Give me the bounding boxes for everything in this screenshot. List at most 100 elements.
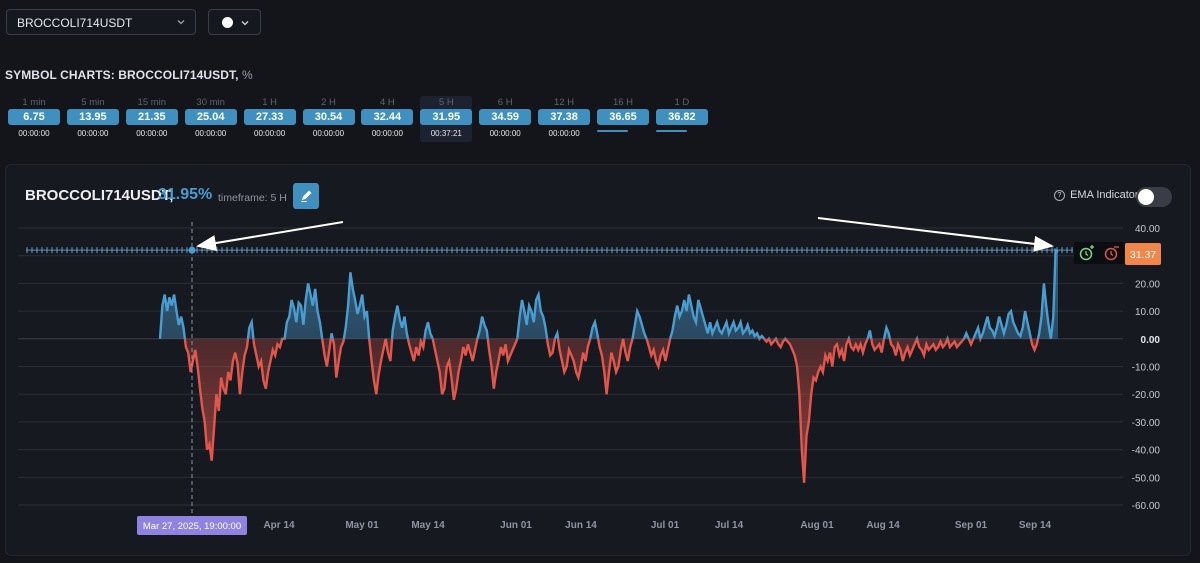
remove-alert-clock-icon[interactable] xyxy=(1104,246,1120,261)
y-tick-label: 10.00 xyxy=(1135,307,1160,318)
timeframe-countdown: 00:37:21 xyxy=(430,129,462,138)
timeframe-label: 4 H xyxy=(379,97,395,108)
x-tick-label: Aug 14 xyxy=(866,520,900,531)
timeframe-countdown: 00:00:00 xyxy=(371,129,403,138)
x-tick-label: Sep 14 xyxy=(1019,520,1052,531)
x-tick-label: Apr 14 xyxy=(263,520,295,531)
x-tick-label: Jul 14 xyxy=(715,520,744,531)
timeframe-label: 1 H xyxy=(262,97,277,108)
timeframe-value: 31.95 xyxy=(420,109,473,125)
timeframe-value: 30.54 xyxy=(302,109,355,125)
timeframe-value: 36.82 xyxy=(655,109,708,125)
symbol-select[interactable]: BROCCOLI714USDT xyxy=(6,9,196,35)
timeframe-card[interactable]: 30 min 25.04 00:00:00 xyxy=(184,96,237,139)
timeframe-card[interactable]: 6 H 34.59 00:00:00 xyxy=(479,96,532,139)
timeframe-card[interactable]: 1 min 6.75 00:00:00 xyxy=(8,96,60,139)
y-tick-label: 0.00 xyxy=(1141,335,1161,346)
timeframe-label: 1 D xyxy=(674,97,690,108)
timeframe-progress xyxy=(597,130,629,132)
timeframe-card[interactable]: 15 min 21.35 00:00:00 xyxy=(125,96,178,139)
timeframe-label: 6 H xyxy=(497,97,513,108)
section-title: SYMBOL CHARTS: BROCCOLI714USDT, % xyxy=(5,68,253,82)
timeframe-label: 5 min xyxy=(81,97,105,108)
y-tick-label: -10.00 xyxy=(1132,363,1161,374)
alert-icons-background xyxy=(1074,242,1124,264)
help-icon: ? xyxy=(1054,189,1065,201)
color-select[interactable] xyxy=(208,9,261,35)
timeframe-value: 36.65 xyxy=(597,109,649,125)
timeframe-card[interactable]: 2 H 30.54 00:00:00 xyxy=(302,96,355,139)
pencil-icon xyxy=(301,190,312,202)
annotation-arrow xyxy=(196,221,344,251)
chevron-down-icon xyxy=(177,20,185,25)
timeframe-countdown: 00:00:00 xyxy=(77,129,109,138)
y-tick-label: 40.00 xyxy=(1135,224,1160,235)
x-tick-label: Jun 01 xyxy=(500,520,532,531)
ema-toggle[interactable] xyxy=(1136,187,1172,207)
current-value-badge xyxy=(1125,243,1161,265)
timeframe-value: 25.04 xyxy=(184,109,237,125)
timeframe-countdown: 00:00:00 xyxy=(254,129,286,138)
timeframe-label: 1 min xyxy=(22,97,46,108)
timeframe-progress xyxy=(655,130,688,132)
section-title-text: SYMBOL CHARTS: BROCCOLI714USDT, xyxy=(5,68,239,82)
timeframe-label: 12 H xyxy=(554,97,575,108)
crosshair-date-badge xyxy=(137,516,247,535)
timeframe-card[interactable]: 5 min 13.95 00:00:00 xyxy=(66,96,119,139)
negative-series-line xyxy=(159,338,1053,483)
timeframe-countdown: 00:00:00 xyxy=(195,129,227,138)
timeframe-label: 15 min xyxy=(137,97,167,108)
crosshair-date-label: Mar 27, 2025, 19:00:00 xyxy=(143,521,241,532)
symbol-select-value: BROCCOLI714USDT xyxy=(17,16,133,30)
color-dot xyxy=(222,17,233,28)
timeframe-countdown: 00:00:00 xyxy=(489,129,521,138)
ema-label: EMA Indicator xyxy=(1070,189,1139,201)
ema-toggle-knob xyxy=(1138,189,1154,205)
y-tick-label: -50.00 xyxy=(1132,473,1161,484)
x-tick-label: Jul 01 xyxy=(651,520,680,531)
timeframe-value: 6.75 xyxy=(8,109,60,125)
x-tick-label: May 14 xyxy=(411,520,445,531)
timeframe-countdown: 00:00:00 xyxy=(18,129,50,138)
x-tick-label: Jun 14 xyxy=(565,520,597,531)
timeframe-value: 34.59 xyxy=(479,109,532,125)
timeframe-countdown: 00:00:00 xyxy=(312,129,345,138)
ema-indicator: ? EMA Indicator xyxy=(1054,189,1139,201)
y-tick-label: -40.00 xyxy=(1132,446,1161,457)
timeframe-label: 2 H xyxy=(321,97,336,108)
chart-timeframe-label: timeframe: 5 H xyxy=(218,192,287,204)
timeframe-card[interactable]: 1 D 36.82 xyxy=(655,96,708,132)
timeframe-card[interactable]: 12 H 37.38 00:00:00 xyxy=(538,96,591,139)
timeframe-label: 16 H xyxy=(612,97,634,108)
timeframe-label: 5 H xyxy=(438,97,454,108)
current-value-label: 31.37 xyxy=(1130,249,1156,261)
draw-tool-button[interactable] xyxy=(293,183,319,209)
x-tick-label: Aug 01 xyxy=(800,520,834,531)
timeframe-card[interactable]: 5 H 31.95 00:37:21 xyxy=(420,96,473,142)
annotation-arrow xyxy=(817,217,1054,252)
timeframe-card[interactable]: 4 H 32.44 00:00:00 xyxy=(361,96,414,139)
timeframe-value: 13.95 xyxy=(66,109,119,125)
y-tick-label: 20.00 xyxy=(1135,279,1160,290)
timeframe-value: 32.44 xyxy=(361,109,414,125)
timeframe-value: 27.33 xyxy=(243,109,296,125)
x-tick-label: May 01 xyxy=(345,520,379,531)
x-tick-label: Sep 01 xyxy=(955,520,988,531)
y-tick-label: -60.00 xyxy=(1132,501,1161,512)
chevron-down-icon xyxy=(241,21,249,26)
add-alert-clock-icon[interactable] xyxy=(1079,245,1095,261)
chart-current-percent: 31.95% xyxy=(158,186,213,203)
chart-symbol-title: BROCCOLI714USDT, xyxy=(25,187,174,204)
timeframe-card[interactable]: 1 H 27.33 00:00:00 xyxy=(243,96,296,139)
timeframe-value: 21.35 xyxy=(125,109,178,125)
y-tick-label: -30.00 xyxy=(1132,418,1161,429)
timeframe-label: 30 min xyxy=(196,97,225,108)
timeframe-card[interactable]: 16 H 36.65 xyxy=(597,96,649,132)
y-tick-label: -20.00 xyxy=(1132,390,1161,401)
timeframe-countdown: 00:00:00 xyxy=(548,129,580,138)
crosshair-point xyxy=(188,246,196,254)
timeframe-value: 37.38 xyxy=(538,109,591,125)
positive-series-line xyxy=(158,247,1059,339)
section-title-unit: % xyxy=(242,68,253,82)
